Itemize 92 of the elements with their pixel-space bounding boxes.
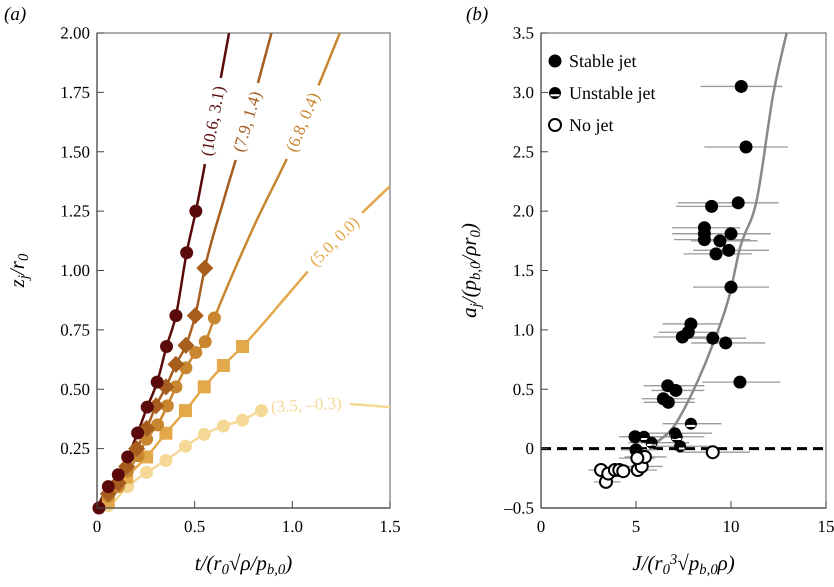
point [709,247,722,260]
y-tick-label: 1.0 [512,320,534,340]
chart-title: (a) [4,4,26,25]
y-tick-label: 1.50 [60,142,90,162]
text: (5.0, 0.0) [305,212,364,270]
x-tick-label: 1.5 [379,517,401,536]
x-axis-title: t/(r$_{0}$√ρ/p$_{b,0}$) [194,551,292,578]
point [734,80,748,93]
x-tick-label: 0 [92,517,102,536]
point [733,376,746,389]
point [254,404,268,418]
point [722,244,736,257]
point [159,454,172,467]
point [236,340,250,353]
y-tick-label: 3.5 [512,24,534,42]
y-tick-label: 3.0 [512,82,534,102]
point [196,260,214,276]
point [160,399,174,412]
point [208,312,221,324]
point [216,359,230,372]
point [150,376,164,389]
y-tick-label: 1.25 [60,202,90,221]
point [705,200,718,213]
y-tick-label: 1.5 [512,261,534,280]
y-tick-label: 2.00 [60,24,90,42]
y-tick-label: 1.75 [60,82,90,102]
y-tick-label: 0.75 [60,320,90,340]
x-tick-label: 15 [818,517,834,536]
point [92,502,106,514]
point [732,196,745,210]
point [112,468,125,482]
point [236,414,250,427]
point [159,426,172,440]
point [713,234,726,248]
y-tick-label: 2.0 [512,202,534,221]
point [674,440,686,452]
point [151,418,164,432]
point [198,335,212,348]
point [189,204,202,218]
point [216,420,230,433]
point [616,464,630,478]
point [724,227,738,240]
series-label: (3.5, –0.3) [270,393,342,417]
point [160,340,174,353]
chart-title: (b) [466,4,488,25]
point [140,400,154,414]
point [198,428,211,441]
point [724,280,738,294]
point [131,426,144,440]
y-tick-label: 0.25 [60,439,90,458]
point [178,337,194,354]
y-tick-label: 0.50 [60,380,90,399]
text: (7.9, 1.4) [229,89,266,154]
y-tick-label: –0.5 [503,498,534,518]
point [706,332,720,345]
point [684,418,697,430]
point [102,480,115,494]
point [662,396,675,409]
point [669,384,682,397]
x-axis-title: J/(r$_{0}$$^{3}$√p$_{b,0}$ρ) [632,551,735,578]
point [670,430,683,443]
legend-label: Stable jet [569,51,636,71]
point [169,309,182,322]
y-tick-label: 0.5 [512,380,534,399]
y-tick-label: 1.00 [60,261,90,280]
x-tick-label: 10 [722,517,740,536]
legend-label: Unstable jet [569,83,656,103]
point [676,330,689,344]
point [178,404,192,418]
legend-label: No jet [569,115,614,135]
point [198,380,211,394]
point [646,436,658,449]
y-tick-label: 0 [526,439,534,458]
point [630,451,644,466]
x-tick-label: 0 [536,517,546,536]
point [189,346,202,359]
y-tick-label: 2.5 [512,142,534,162]
x-tick-label: 0.5 [184,517,206,536]
point [121,450,134,464]
x-tick-label: 5 [632,517,640,536]
text: (6.8, 0.4) [282,90,324,155]
point [178,440,192,453]
point [168,356,184,373]
point [706,445,720,460]
point [186,307,204,324]
point [140,466,154,479]
point [128,440,145,457]
point [180,246,194,260]
point [719,336,732,350]
text: (10.6, 3.1) [197,84,229,158]
point [740,140,753,154]
x-tick-label: 1.0 [282,517,303,536]
